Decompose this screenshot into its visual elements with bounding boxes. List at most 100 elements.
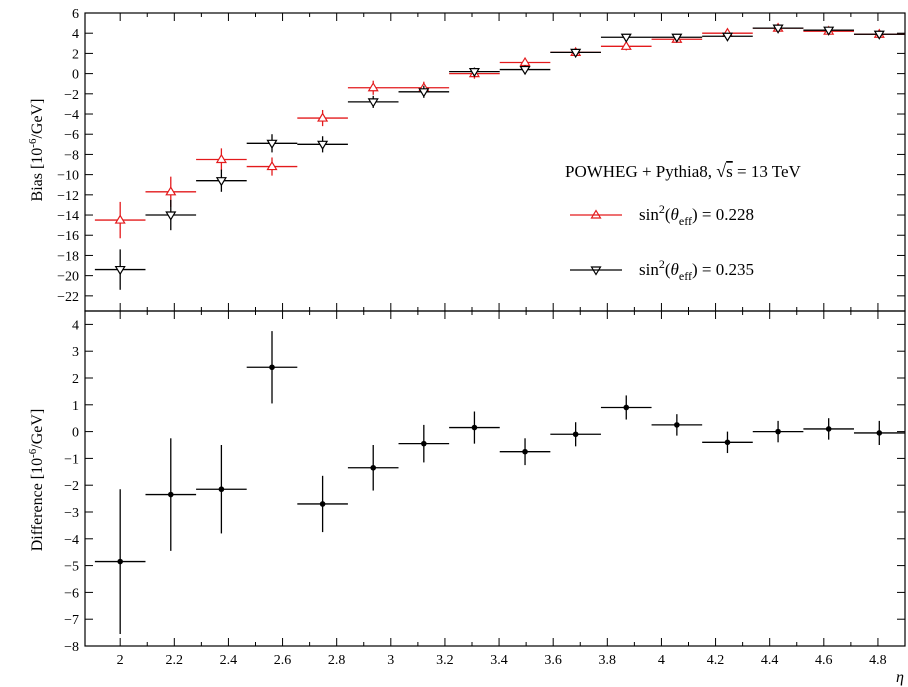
data-point xyxy=(550,422,601,447)
marker-triangle-down xyxy=(266,139,278,149)
marker-triangle-down xyxy=(114,265,126,276)
marker-triangle-down xyxy=(367,98,379,108)
marker-triangle-down xyxy=(519,65,531,76)
plot-frames xyxy=(84,12,906,647)
y-tick-label: 3 xyxy=(72,345,79,360)
data-point xyxy=(752,420,804,443)
marker-triangle-up xyxy=(114,214,126,224)
marker-triangle-up xyxy=(519,56,531,67)
marker-dot xyxy=(724,439,731,446)
data-point xyxy=(398,85,450,98)
y-tick-label: 1 xyxy=(72,399,79,414)
series-bottom-0 xyxy=(94,331,905,634)
legend-label-0235: sin2(θeff) = 0.235 xyxy=(639,257,754,283)
y-tick-label: −18 xyxy=(57,249,79,264)
marker-triangle-down xyxy=(671,33,683,43)
data-point xyxy=(499,438,551,466)
data-point xyxy=(651,414,703,436)
marker-triangle-down xyxy=(823,26,835,36)
data-point xyxy=(803,418,854,440)
marker-triangle-down xyxy=(215,177,227,187)
axis-ticks xyxy=(85,12,906,647)
y-tick-label: −7 xyxy=(64,613,79,628)
marker-triangle-up xyxy=(215,153,227,164)
data-point xyxy=(702,32,753,42)
data-point xyxy=(398,424,450,463)
x-tick-label: 2.4 xyxy=(220,653,238,668)
marker-dot xyxy=(218,486,225,493)
data-point xyxy=(94,201,146,239)
y-tick-label: 6 xyxy=(72,7,79,22)
data-point xyxy=(196,148,247,171)
data-point xyxy=(651,33,703,43)
x-tick-label: 2.2 xyxy=(166,653,184,668)
x-tick-label: 2 xyxy=(117,653,124,668)
y-tick-label: 0 xyxy=(72,68,79,83)
y-tick-label: −1 xyxy=(64,452,79,467)
marker-triangle-down xyxy=(873,30,885,40)
legend-marker-triangle-up xyxy=(590,209,602,219)
bottom-y-axis-title: Difference [10-6/GeV] xyxy=(27,409,46,552)
y-tick-label: −5 xyxy=(64,560,79,575)
y-tick-label: −14 xyxy=(57,209,79,224)
data-point xyxy=(246,157,298,176)
y-tick-label: −22 xyxy=(57,290,79,305)
y-tick-label: −20 xyxy=(57,270,79,285)
data-point xyxy=(246,331,298,404)
marker-dot xyxy=(825,426,832,432)
marker-dot xyxy=(167,491,174,498)
data-point xyxy=(600,33,652,43)
x-tick-label: 2.6 xyxy=(274,653,292,668)
marker-triangle-down xyxy=(620,33,632,43)
data-point xyxy=(499,56,551,67)
marker-dot xyxy=(421,440,427,447)
marker-dot xyxy=(370,464,377,471)
data-point xyxy=(600,40,652,51)
data-point xyxy=(196,169,247,192)
marker-triangle-up xyxy=(266,160,278,171)
legend-entry-0235: sin2(θeff) = 0.235 xyxy=(570,257,754,283)
legend-entry-0228: sin2(θeff) = 0.228 xyxy=(570,202,754,228)
data-point xyxy=(347,80,399,95)
y-tick-label: −6 xyxy=(64,586,79,601)
y-tick-label: −12 xyxy=(57,189,79,204)
data-point xyxy=(347,95,399,108)
x-tick-label: 4.8 xyxy=(869,653,887,668)
marker-dot xyxy=(775,428,781,435)
svg-text:POWHEG + Pythia8, √s = 13 TeV: POWHEG + Pythia8, √s = 13 TeV xyxy=(565,161,802,181)
y-tick-label: −4 xyxy=(64,108,79,123)
data-point xyxy=(94,249,146,290)
y-tick-label: −10 xyxy=(57,169,79,184)
data-point xyxy=(145,199,197,231)
series-top-0 xyxy=(94,22,905,239)
data-point xyxy=(752,24,804,34)
y-tick-label: −4 xyxy=(64,533,79,548)
legend-label-0228: sin2(θeff) = 0.228 xyxy=(639,202,754,228)
top-y-axis-title: Bias [10-6/GeV] xyxy=(27,99,46,202)
y-tick-label: −8 xyxy=(64,640,79,655)
marker-triangle-down xyxy=(772,24,784,34)
x-tick-label: 4.4 xyxy=(761,653,779,668)
plot-frame-bottom xyxy=(84,310,906,647)
marker-dot xyxy=(674,422,680,428)
x-tick-label: 3.4 xyxy=(490,653,508,668)
data-point xyxy=(853,30,905,40)
y-tick-label: −8 xyxy=(64,148,79,163)
data-point xyxy=(94,489,146,634)
data-point xyxy=(853,420,905,445)
y-tick-label: −16 xyxy=(57,229,79,244)
marker-dot xyxy=(572,431,579,438)
data-point xyxy=(196,445,247,534)
data-point xyxy=(145,438,197,551)
x-tick-label: 3.8 xyxy=(599,653,617,668)
marker-triangle-up xyxy=(367,82,379,92)
marker-triangle-up xyxy=(165,186,177,196)
data-point xyxy=(600,395,652,420)
data-point xyxy=(803,26,854,36)
data-marks xyxy=(94,22,905,634)
x-tick-label: 3.2 xyxy=(436,653,454,668)
data-point xyxy=(347,445,399,491)
data-point xyxy=(297,475,348,533)
marker-triangle-up xyxy=(317,112,329,122)
